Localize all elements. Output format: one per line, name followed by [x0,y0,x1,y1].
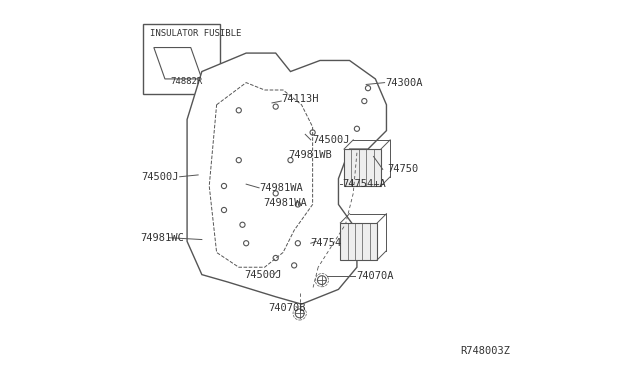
Bar [340,223,377,260]
Text: 74113H: 74113H [281,94,319,104]
Text: 74500J: 74500J [244,270,282,280]
Polygon shape [209,83,312,267]
Text: 74070A: 74070A [356,272,394,282]
Text: 74500J: 74500J [141,172,179,182]
Text: INSULATOR FUSIBLE: INSULATOR FUSIBLE [150,29,241,38]
Text: 74981WA: 74981WA [263,198,307,208]
Text: 74070B: 74070B [268,303,306,313]
Text: 74981WA: 74981WA [259,183,303,193]
Circle shape [295,309,304,318]
Polygon shape [187,53,387,304]
Bar [143,23,220,94]
Text: 74754: 74754 [310,238,342,248]
Text: 74500J: 74500J [312,135,349,145]
Text: 74882R: 74882R [170,77,203,86]
Bar [344,149,381,186]
Polygon shape [154,48,202,79]
Text: 74754+A: 74754+A [342,179,386,189]
Text: 74300A: 74300A [386,78,423,88]
Text: R748003Z: R748003Z [460,346,510,356]
Text: 74981WC: 74981WC [140,233,184,243]
Circle shape [317,276,326,285]
Text: 74750: 74750 [387,164,419,174]
Text: 74981WB: 74981WB [289,150,332,160]
